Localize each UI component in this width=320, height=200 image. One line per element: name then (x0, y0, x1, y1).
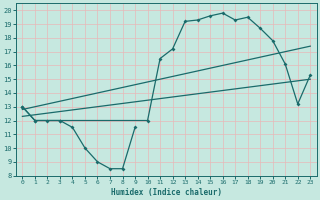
X-axis label: Humidex (Indice chaleur): Humidex (Indice chaleur) (111, 188, 222, 197)
